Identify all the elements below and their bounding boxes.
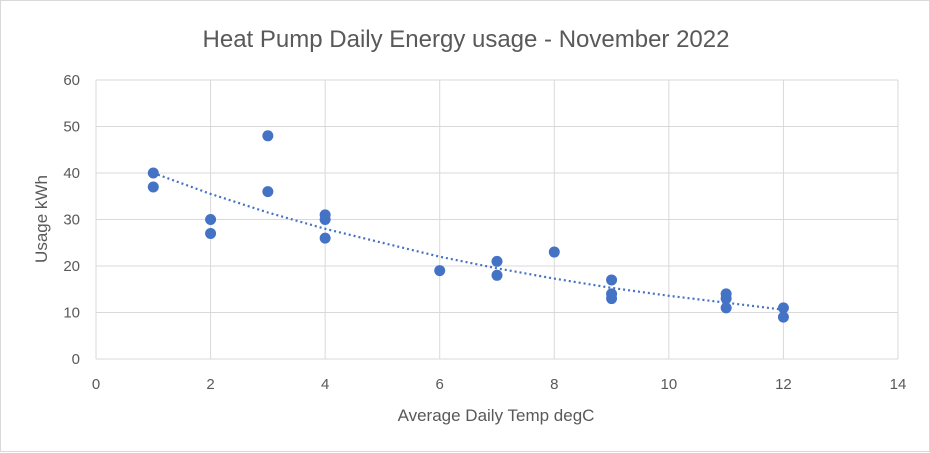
data-point — [720, 302, 732, 314]
x-tick-label: 14 — [890, 376, 907, 393]
data-point — [262, 186, 274, 198]
y-tick-label: 30 — [63, 212, 80, 229]
x-tick-label: 6 — [436, 376, 444, 393]
x-tick-label: 0 — [92, 376, 100, 393]
y-tick-label: 40 — [63, 165, 80, 182]
y-tick-label: 20 — [63, 258, 80, 275]
data-point — [491, 269, 503, 281]
trendline-layer — [152, 171, 784, 311]
x-axis-label: Average Daily Temp degC — [398, 406, 595, 425]
data-point — [720, 293, 732, 305]
gridlines — [95, 79, 899, 360]
x-tick-label: 8 — [550, 376, 558, 393]
data-point — [434, 265, 446, 277]
data-point — [606, 274, 618, 286]
x-tick-label: 10 — [661, 376, 678, 393]
data-point — [319, 232, 331, 244]
data-point — [205, 214, 217, 225]
tick-labels: 0 10 20 30 40 50 60 0 2 4 6 8 10 12 14 — [63, 72, 906, 393]
data-point — [262, 130, 274, 142]
trendline — [152, 171, 784, 311]
data-point — [147, 181, 159, 193]
data-point — [147, 167, 159, 179]
data-point — [548, 246, 560, 258]
x-tick-label: 4 — [321, 376, 329, 393]
data-points — [147, 130, 789, 323]
y-tick-label: 10 — [63, 305, 80, 322]
chart-title: Heat Pump Daily Energy usage - November … — [203, 26, 730, 53]
x-tick-label: 2 — [206, 376, 214, 393]
data-point — [319, 214, 331, 225]
y-axis-label: Usage kWh — [32, 175, 51, 263]
x-tick-label: 12 — [775, 376, 792, 393]
y-tick-label: 50 — [63, 119, 80, 136]
y-tick-label: 60 — [63, 72, 80, 89]
data-point — [777, 311, 789, 323]
data-point — [606, 293, 618, 305]
data-point — [205, 227, 217, 239]
data-point — [491, 255, 503, 267]
data-point — [777, 302, 789, 314]
y-tick-label: 0 — [72, 351, 80, 368]
